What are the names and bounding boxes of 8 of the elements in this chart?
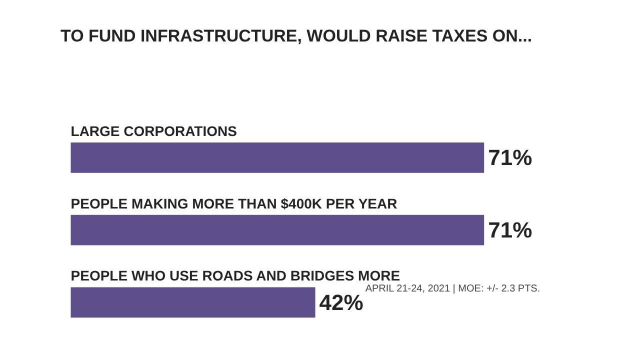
data-label: 71% — [488, 218, 532, 243]
data-label: 42% — [319, 290, 364, 315]
annotation: APRIL 21-24, 2021 | MOE: +/- 2.3 PTS. — [365, 284, 540, 294]
data-label: 71% — [488, 145, 532, 170]
y-tick-label: PEOPLE MAKING MORE THAN $400K PER YEAR — [70, 195, 398, 212]
chart-title: TO FUND INFRASTRUCTURE, WOULD RAISE TAXES ON... — [60, 26, 532, 46]
y-tick-label: PEOPLE WHO USE ROADS AND BRIDGES MORE — [70, 268, 400, 284]
y-tick-label: LARGE CORPORATIONS — [70, 122, 237, 139]
